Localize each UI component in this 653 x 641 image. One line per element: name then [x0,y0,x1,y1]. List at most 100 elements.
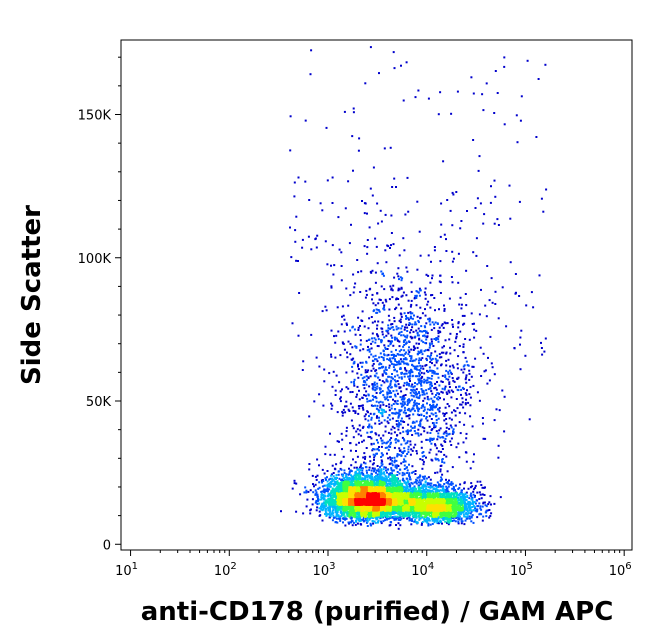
data-point [406,469,409,472]
data-point [323,380,326,383]
data-point [428,415,431,418]
data-point [434,492,437,495]
data-point [339,354,342,357]
data-point [488,501,491,504]
data-point [403,397,406,400]
data-point [418,362,420,365]
data-point [459,432,462,435]
data-point [455,398,458,400]
data-point [383,409,385,412]
data-point [456,407,459,410]
data-point [356,393,358,396]
data-point [421,510,424,513]
data-point [327,483,330,485]
data-point [444,339,447,342]
data-point [431,428,434,430]
data-point [450,112,453,115]
data-point [334,483,337,486]
data-point [344,518,347,521]
data-point [399,402,402,405]
data-point [378,410,380,413]
data-point [345,481,348,484]
data-point [494,195,497,198]
data-point [470,375,473,378]
data-point [403,328,406,331]
data-point [347,521,350,524]
data-point [366,478,369,481]
data-point [388,403,391,406]
data-point [393,412,396,415]
data-point [385,334,388,337]
data-point [423,393,426,396]
data-point [464,508,467,511]
data-point [358,520,361,523]
data-point [395,459,398,462]
data-point [412,395,415,397]
data-point [435,414,438,417]
data-point [493,179,496,182]
data-point [540,347,543,349]
data-point [394,488,397,491]
data-point [373,458,375,461]
data-point [423,334,426,337]
data-point [448,386,451,388]
data-point [478,399,481,402]
data-point [538,274,541,277]
data-point [330,407,333,410]
data-point [323,489,326,492]
data-point [446,489,449,492]
data-point [470,509,473,512]
data-point [329,481,332,484]
data-point [431,522,434,525]
data-point [362,456,365,459]
data-point [462,345,465,348]
data-point [417,379,420,382]
data-point [435,458,438,461]
data-point [384,475,387,478]
data-point [357,316,360,319]
data-point [332,475,335,478]
data-point [401,277,404,280]
data-point [375,433,378,436]
data-point [439,260,442,263]
data-point [438,384,441,387]
data-point [393,456,396,459]
data-point [326,179,329,182]
data-point [366,349,369,352]
data-point [393,67,396,70]
data-point [394,487,397,490]
data-point [481,519,484,522]
data-point [414,366,417,368]
data-point [378,446,380,448]
data-point [341,512,344,515]
data-point [436,481,439,484]
data-point [362,348,365,351]
data-point [452,325,454,328]
data-point [433,364,436,367]
data-point [382,512,385,515]
data-point [422,389,425,392]
data-point [445,516,447,519]
data-point [372,310,375,313]
data-point [427,476,430,479]
data-point [460,393,462,396]
data-point [371,364,374,367]
data-point [393,354,396,356]
data-point [429,478,432,481]
data-point [336,506,339,509]
data-point [445,478,447,481]
data-point [394,393,396,396]
data-point [395,298,398,301]
data-point [409,511,412,513]
data-point [350,470,353,473]
data-point [426,520,428,523]
data-point [364,462,367,465]
data-point [314,475,317,478]
data-point [429,448,432,451]
data-point [480,513,483,516]
data-point [405,415,408,418]
data-point [503,430,506,433]
data-point [493,222,496,225]
data-point [400,286,403,289]
data-point [406,270,409,273]
